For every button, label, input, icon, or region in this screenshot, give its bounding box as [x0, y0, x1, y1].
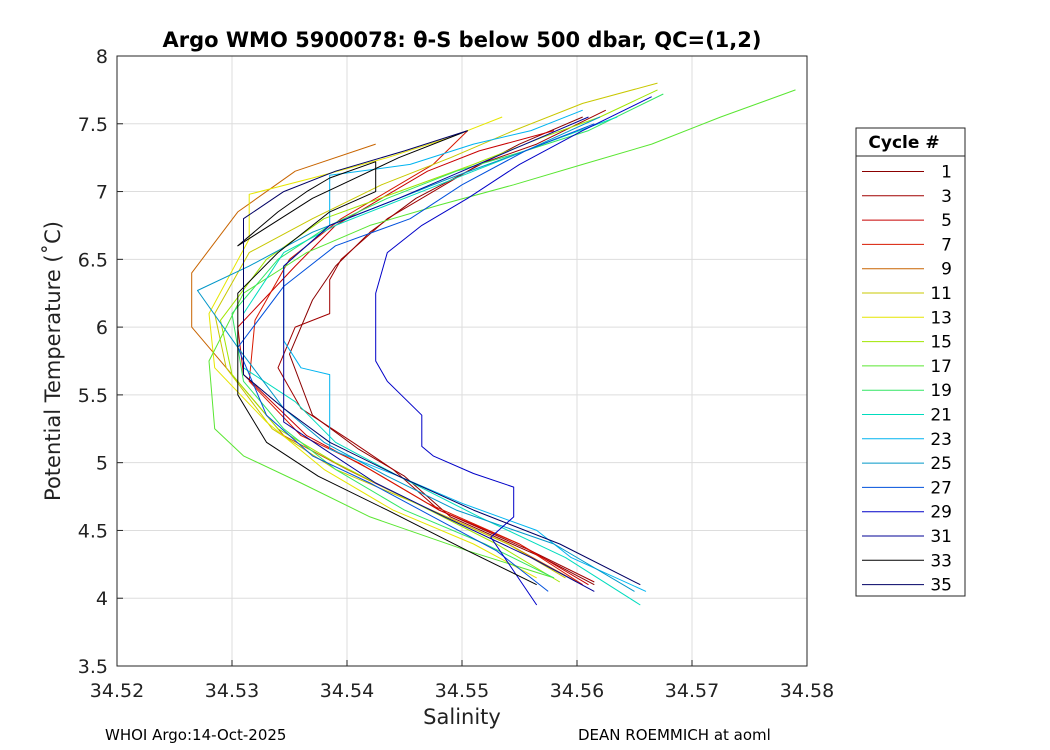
legend-title: Cycle # — [868, 133, 939, 153]
chart-title: Argo WMO 5900078: θ-S below 500 dbar, QC… — [163, 28, 762, 52]
legend-label-cycle-31: 31 — [930, 527, 952, 547]
legend-label-cycle-25: 25 — [930, 454, 952, 474]
y-tick-label: 7 — [96, 182, 108, 204]
y-tick-label: 5.5 — [78, 385, 108, 407]
y-tick-label: 3.5 — [78, 656, 108, 678]
legend-label-cycle-33: 33 — [930, 551, 952, 571]
legend-label-cycle-11: 11 — [930, 284, 952, 304]
series-line-cycle-13 — [208, 116, 537, 579]
footer-left: WHOI Argo:14-Oct-2025 — [105, 726, 286, 744]
y-axis-ticks: 3.5 4 4.5 5 5.5 6 6.5 7 7.5 8 — [78, 46, 123, 678]
series-line-cycle-21 — [243, 116, 641, 606]
x-tick-label: 34.53 — [205, 680, 259, 702]
series-line-cycle-25 — [197, 116, 635, 592]
legend-label-cycle-23: 23 — [930, 430, 952, 450]
legend-label-cycle-1: 1 — [941, 163, 952, 183]
series-line-cycle-7 — [248, 130, 583, 586]
x-tick-label: 34.57 — [665, 680, 719, 702]
series-line-cycle-23 — [283, 109, 647, 592]
legend-label-cycle-7: 7 — [941, 235, 952, 255]
x-axis-label: Salinity — [423, 705, 501, 729]
legend-label-cycle-5: 5 — [941, 211, 952, 231]
y-tick-label: 5 — [96, 453, 108, 475]
y-tick-label: 6.5 — [78, 249, 108, 271]
footer-right: DEAN ROEMMICH at aoml — [578, 726, 771, 744]
x-tick-label: 34.56 — [550, 680, 604, 702]
x-tick-label: 34.55 — [435, 680, 489, 702]
series-line-cycle-11 — [214, 82, 658, 579]
legend-label-cycle-35: 35 — [930, 576, 952, 596]
series-line-cycle-17 — [208, 89, 796, 579]
legend-label-cycle-3: 3 — [941, 187, 952, 207]
y-tick-label: 8 — [96, 46, 108, 68]
y-axis-label: Potential Temperature (˚C) — [41, 221, 65, 501]
legend-box — [855, 127, 966, 597]
legend-label-cycle-15: 15 — [930, 333, 952, 353]
series-group — [191, 82, 796, 606]
series-line-cycle-19 — [231, 93, 664, 579]
legend-label-cycle-19: 19 — [930, 381, 952, 401]
legend-label-cycle-29: 29 — [930, 503, 952, 523]
legend-label-cycle-27: 27 — [930, 478, 952, 498]
series-line-cycle-31 — [283, 116, 595, 592]
y-tick-label: 4 — [96, 588, 108, 610]
series-line-cycle-29 — [375, 96, 652, 606]
legend-label-cycle-13: 13 — [930, 308, 952, 328]
legend-label-cycle-17: 17 — [930, 357, 952, 377]
x-tick-label: 34.58 — [780, 680, 834, 702]
legend-label-cycle-9: 9 — [941, 260, 952, 280]
x-axis-ticks: 34.52 34.53 34.54 34.55 34.56 34.57 34.58 — [90, 660, 834, 702]
legend-label-cycle-21: 21 — [930, 406, 952, 426]
x-tick-label: 34.52 — [90, 680, 144, 702]
y-tick-label: 7.5 — [78, 114, 108, 136]
series-line-cycle-33 — [237, 130, 537, 586]
y-tick-label: 4.5 — [78, 520, 108, 542]
y-tick-label: 6 — [96, 317, 108, 339]
x-tick-label: 34.54 — [320, 680, 374, 702]
series-line-cycle-35 — [243, 130, 641, 586]
